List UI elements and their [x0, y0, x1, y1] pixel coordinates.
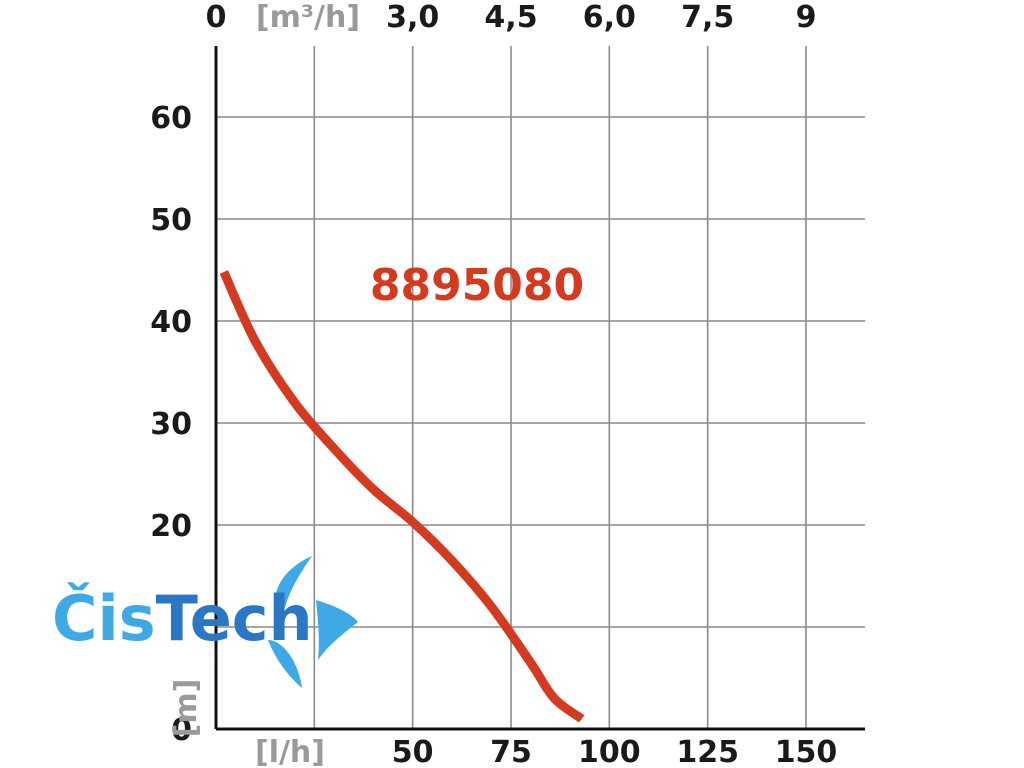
logo-text-part2: Tech — [156, 582, 313, 655]
grid-lines — [216, 46, 865, 729]
y-tick-label: 30 — [150, 407, 192, 442]
cistech-logo: ČisTech — [52, 556, 358, 688]
y-tick-label: 40 — [150, 305, 192, 340]
logo-swoosh-icon — [268, 556, 358, 688]
x-tick-label-top: 3,0 — [386, 0, 439, 35]
x-tick-label-top: 4,5 — [484, 0, 537, 35]
x-tick-label-bottom: 150 — [775, 735, 838, 768]
y-unit: [m] — [169, 679, 204, 738]
logo-text-part1: Čis — [52, 582, 156, 655]
logo-wordmark: ČisTech — [52, 582, 313, 655]
y-tick-label: 0 — [171, 713, 192, 748]
x-tick-label-top: 6,0 — [583, 0, 636, 35]
y-tick-label: 60 — [150, 101, 192, 136]
x-tick-label-top: 7,5 — [681, 0, 734, 35]
x-unit-bottom: [l/h] — [255, 735, 325, 768]
x-unit-top: [m³/h] — [256, 0, 360, 35]
x-tick-label-top: 0 — [206, 0, 227, 35]
x-tick-label-bottom: 50 — [392, 735, 434, 768]
unit-labels: [l/h] [m³/h] [m] — [169, 0, 360, 768]
x-tick-label-top: 9 — [796, 0, 817, 35]
y-tick-label: 20 — [150, 509, 192, 544]
axes — [214, 46, 865, 731]
x-tick-label-bottom: 100 — [578, 735, 641, 768]
y-tick-label: 50 — [150, 203, 192, 238]
series-line — [219, 270, 585, 723]
tick-labels: 0 20 30 40 50 60 50 75 100 125 150 0 3,0 4,5 6,0 7,5 9 — [150, 0, 837, 768]
x-tick-label-bottom: 125 — [676, 735, 739, 768]
x-tick-label-bottom: 75 — [490, 735, 532, 768]
series-label: 8895080 — [370, 260, 584, 311]
series-layer: 8895080 — [219, 260, 585, 723]
